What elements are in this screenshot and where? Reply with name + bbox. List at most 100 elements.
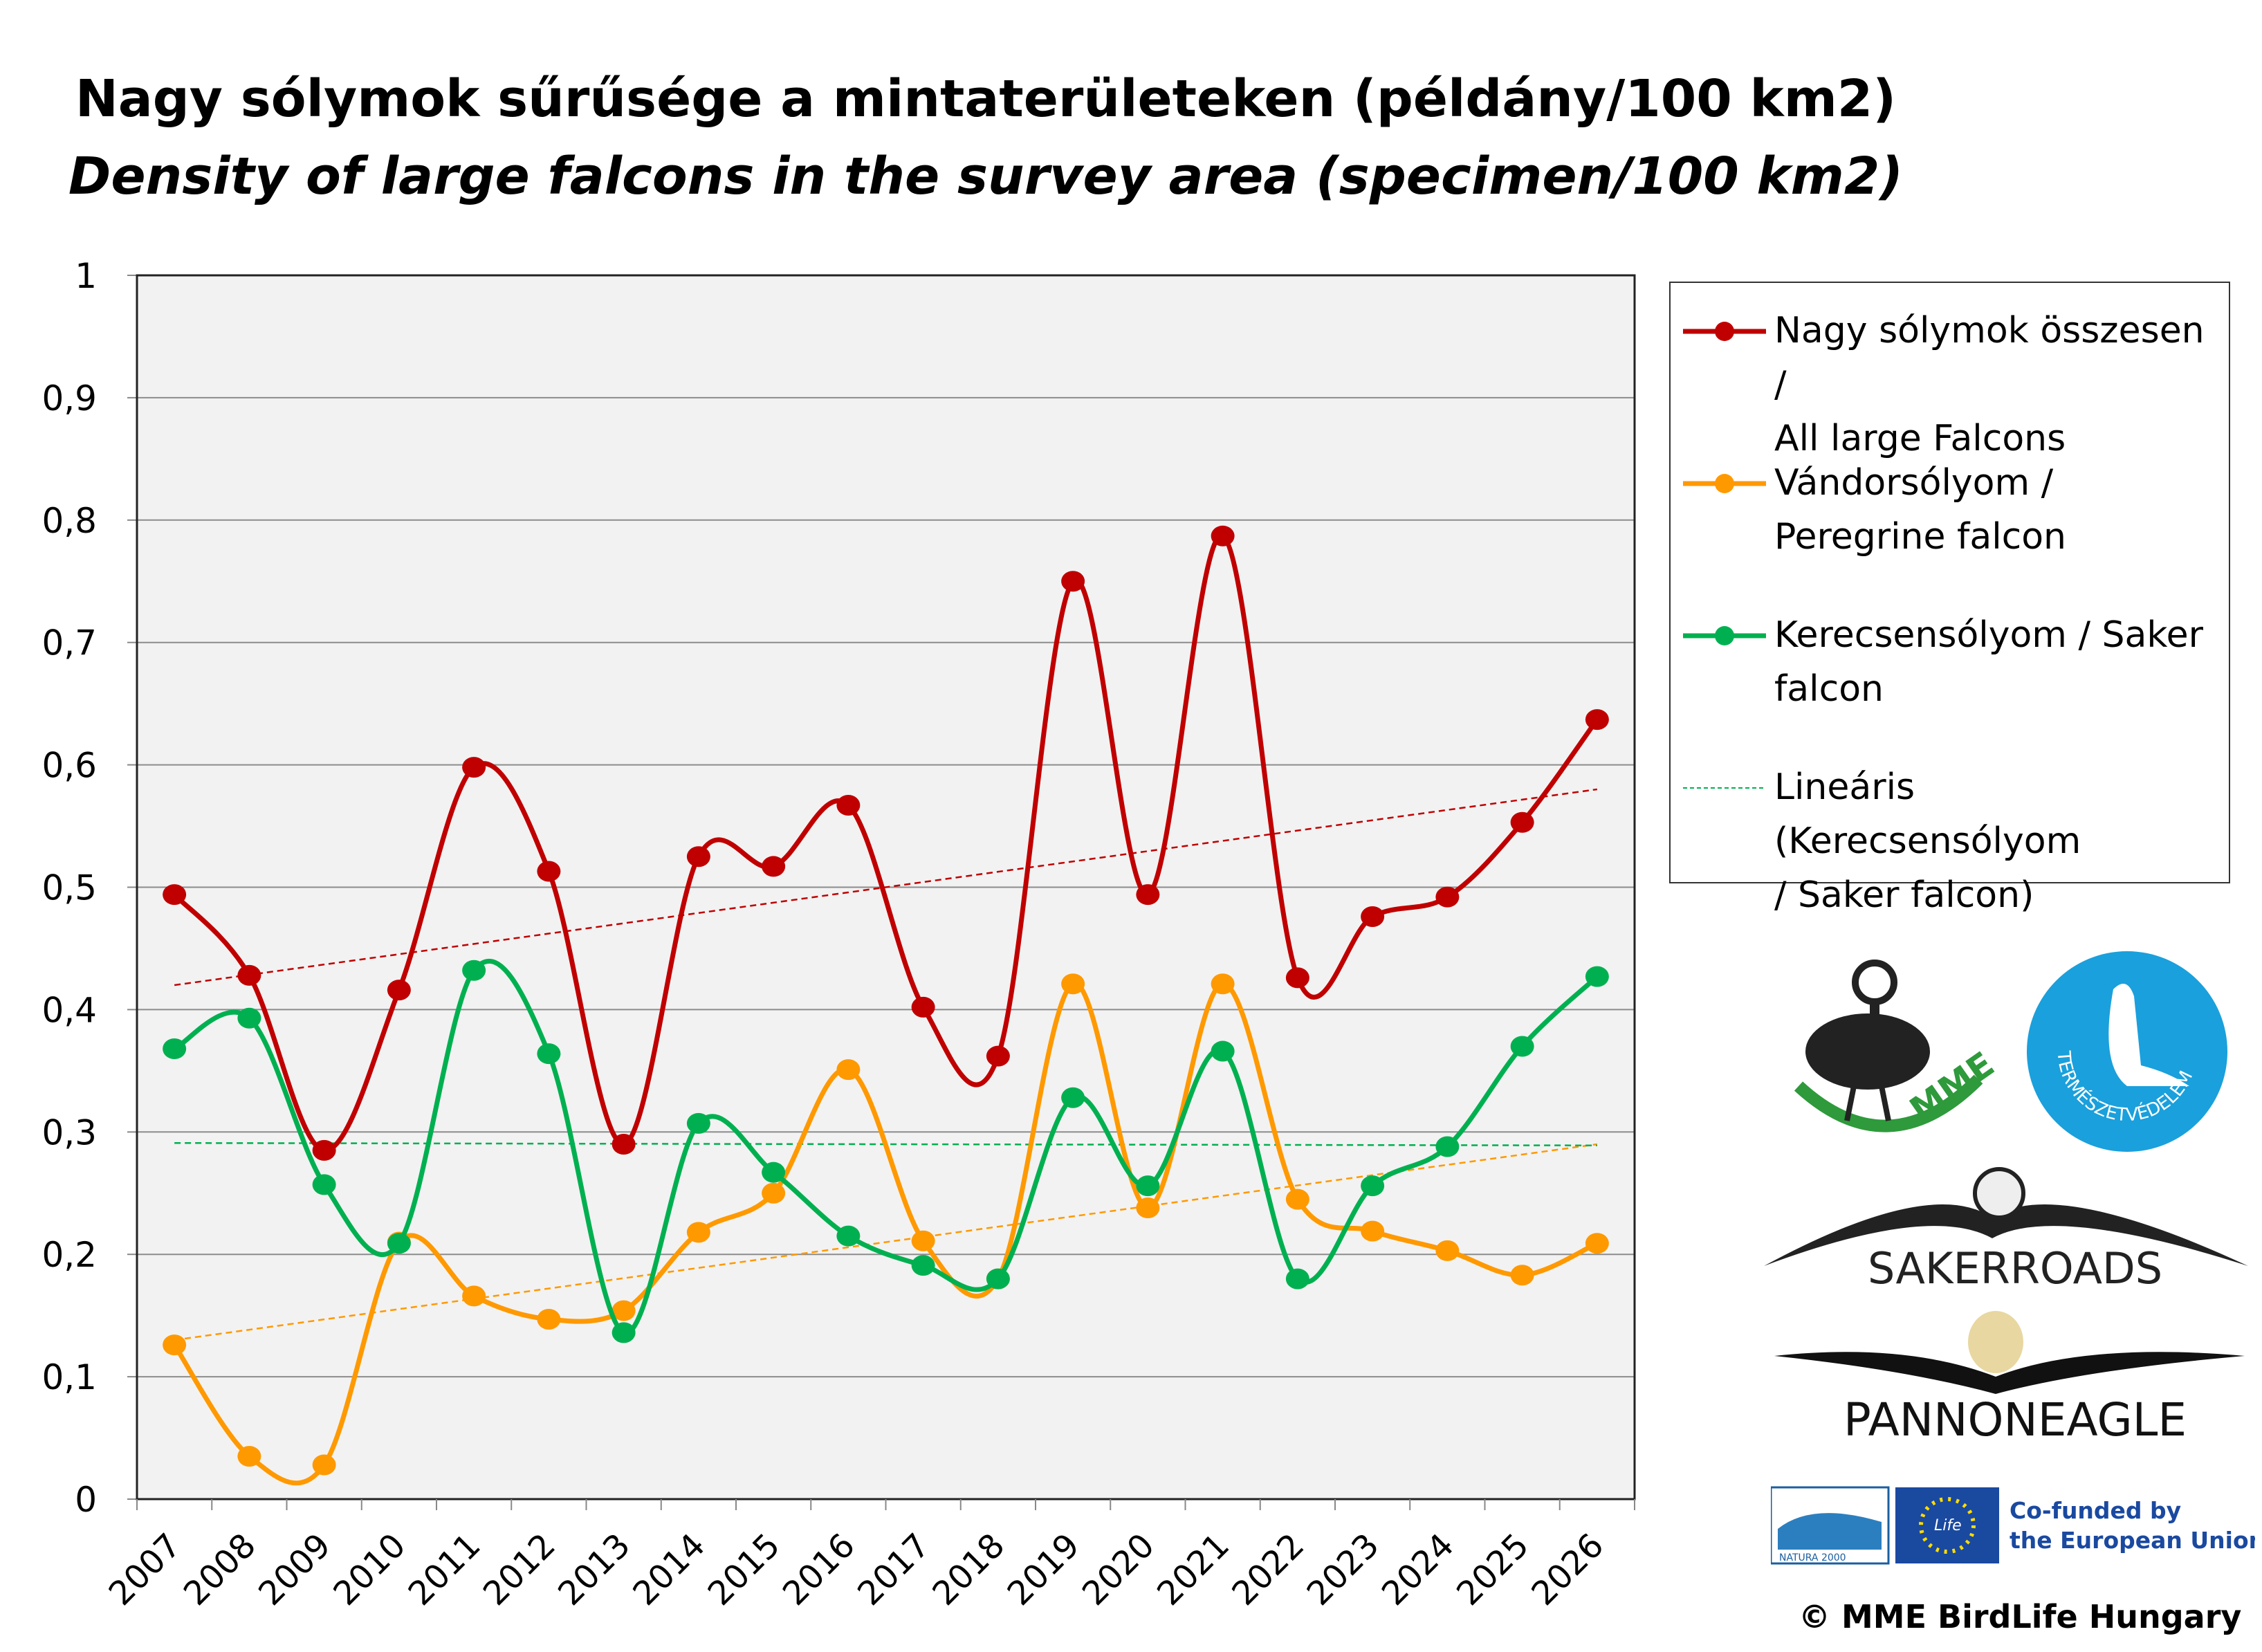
data-point	[1285, 967, 1309, 989]
line-chart: 0 0,1 0,2 0,3 0,4 0,5 0,6 0,7 0,8 0,9 1 20072008200…	[42, 256, 1636, 1613]
x-tick-label: 2026	[1524, 1526, 1611, 1613]
x-tick-label: 2022	[1224, 1526, 1312, 1613]
sakerroads-logo: SAKERROADS	[1764, 1167, 2248, 1294]
data-point	[1285, 1268, 1309, 1290]
data-point	[1510, 1036, 1534, 1057]
x-tick-label: 2010	[326, 1526, 413, 1613]
sakerroads-text: SAKERROADS	[1868, 1243, 2162, 1294]
mme-logo: MME	[1794, 960, 2001, 1132]
data-point	[836, 1059, 861, 1081]
chart-title: Nagy sólymok sűrűsége a mintaterületeken…	[75, 69, 1897, 129]
data-point	[612, 1300, 636, 1321]
data-point	[1061, 571, 1085, 592]
y-tick-label: 0,7	[42, 623, 97, 663]
data-point	[237, 1446, 261, 1467]
data-point	[1211, 1040, 1235, 1062]
legend-marker	[1715, 322, 1734, 341]
series-0	[163, 525, 1609, 1161]
data-point	[312, 1174, 336, 1195]
data-point	[462, 757, 486, 778]
data-point	[986, 1045, 1010, 1067]
x-tick-label: 2016	[775, 1526, 863, 1613]
pannoneagle-text: PANNONEAGLE	[1843, 1393, 2187, 1446]
y-tick-label: 0,3	[42, 1112, 97, 1153]
data-point	[1136, 1197, 1160, 1218]
copyright: © MME BirdLife Hungary	[1799, 1598, 2242, 1635]
x-tick-label: 2017	[850, 1526, 937, 1613]
eu-flag-icon	[1895, 1487, 1999, 1563]
y-tick-label: 1	[75, 256, 97, 296]
data-point	[462, 1285, 486, 1307]
legend-label: Vándorsólyom /	[1774, 462, 2054, 504]
data-point	[163, 1334, 187, 1356]
data-point	[387, 1233, 411, 1254]
y-tick-label: 0,4	[42, 990, 97, 1030]
data-point	[237, 964, 261, 986]
legend-label: Peregrine falcon	[1774, 516, 2067, 558]
x-tick-label: 2024	[1374, 1526, 1462, 1613]
data-point	[762, 1182, 786, 1204]
termeszetvedelem-logo: TERMÉSZETVÉDELEM	[2027, 951, 2227, 1152]
legend-label: Kerecsensólyom / Saker	[1774, 614, 2204, 656]
trendline	[174, 1143, 1598, 1341]
legend-label: Nagy sólymok összesen /	[1774, 310, 2205, 405]
data-point	[387, 980, 411, 1001]
y-tick-label: 0,1	[42, 1357, 97, 1397]
data-point	[462, 960, 486, 981]
data-point	[537, 1043, 561, 1065]
data-point	[312, 1454, 336, 1476]
data-point	[612, 1133, 636, 1155]
x-tick-label: 2014	[625, 1526, 712, 1613]
data-point	[163, 1038, 187, 1060]
x-tick-label: 2025	[1449, 1526, 1536, 1613]
data-point	[1585, 709, 1609, 731]
data-point	[312, 1139, 336, 1161]
data-point	[911, 1230, 935, 1251]
data-point	[1211, 973, 1235, 995]
data-point	[1285, 1188, 1309, 1210]
legend-label: Lineáris (Kerecsensólyom	[1774, 767, 2081, 862]
x-tick-label: 2011	[401, 1526, 488, 1613]
data-point	[1585, 966, 1609, 987]
data-point	[836, 794, 861, 816]
x-tick-label: 2009	[251, 1526, 338, 1613]
data-point	[163, 884, 187, 906]
data-point	[1585, 1233, 1609, 1254]
y-tick-label: 0	[75, 1480, 97, 1520]
data-point	[986, 1268, 1010, 1290]
y-tick-label: 0,5	[42, 868, 97, 908]
legend-label: All large Falcons	[1774, 418, 2066, 459]
x-tick-label: 2023	[1300, 1526, 1387, 1613]
data-point	[911, 1255, 935, 1276]
data-point	[1361, 906, 1385, 927]
data-point	[612, 1322, 636, 1343]
data-point	[686, 1222, 710, 1243]
x-tick-label: 2015	[701, 1526, 788, 1613]
y-tick-label: 0,9	[42, 378, 97, 419]
data-point	[1361, 1220, 1385, 1242]
data-point	[1435, 886, 1460, 908]
data-point	[1510, 811, 1534, 833]
data-point	[762, 1162, 786, 1183]
legend-marker	[1715, 626, 1734, 645]
series-2	[163, 958, 1609, 1343]
y-tick-label: 0,2	[42, 1235, 97, 1275]
data-point	[836, 1225, 861, 1247]
pannoneagle-logo: PANNONEAGLE	[1774, 1311, 2245, 1446]
data-point	[1435, 1240, 1460, 1261]
eu-cofunding-logos: NATURA 2000 Life Co-funded by the Europe…	[1771, 1486, 2255, 1565]
data-point	[237, 1007, 261, 1029]
eu-cofunded-line2: the European Union	[2010, 1527, 2255, 1554]
y-tick-label: 0,8	[42, 501, 97, 541]
legend: Nagy sólymok összesen / All large Falcons…	[1669, 282, 2230, 916]
x-tick-label: 2019	[1000, 1526, 1087, 1613]
data-point	[1061, 973, 1085, 995]
legend-marker	[1715, 474, 1734, 493]
data-point	[686, 1112, 710, 1134]
data-point	[762, 856, 786, 877]
data-point	[1136, 1175, 1160, 1197]
x-tick-label: 2018	[925, 1526, 1012, 1613]
x-tick-label: 2021	[1150, 1526, 1237, 1613]
x-tick-label: 2008	[176, 1526, 264, 1613]
life-text: Life	[1934, 1517, 1962, 1534]
